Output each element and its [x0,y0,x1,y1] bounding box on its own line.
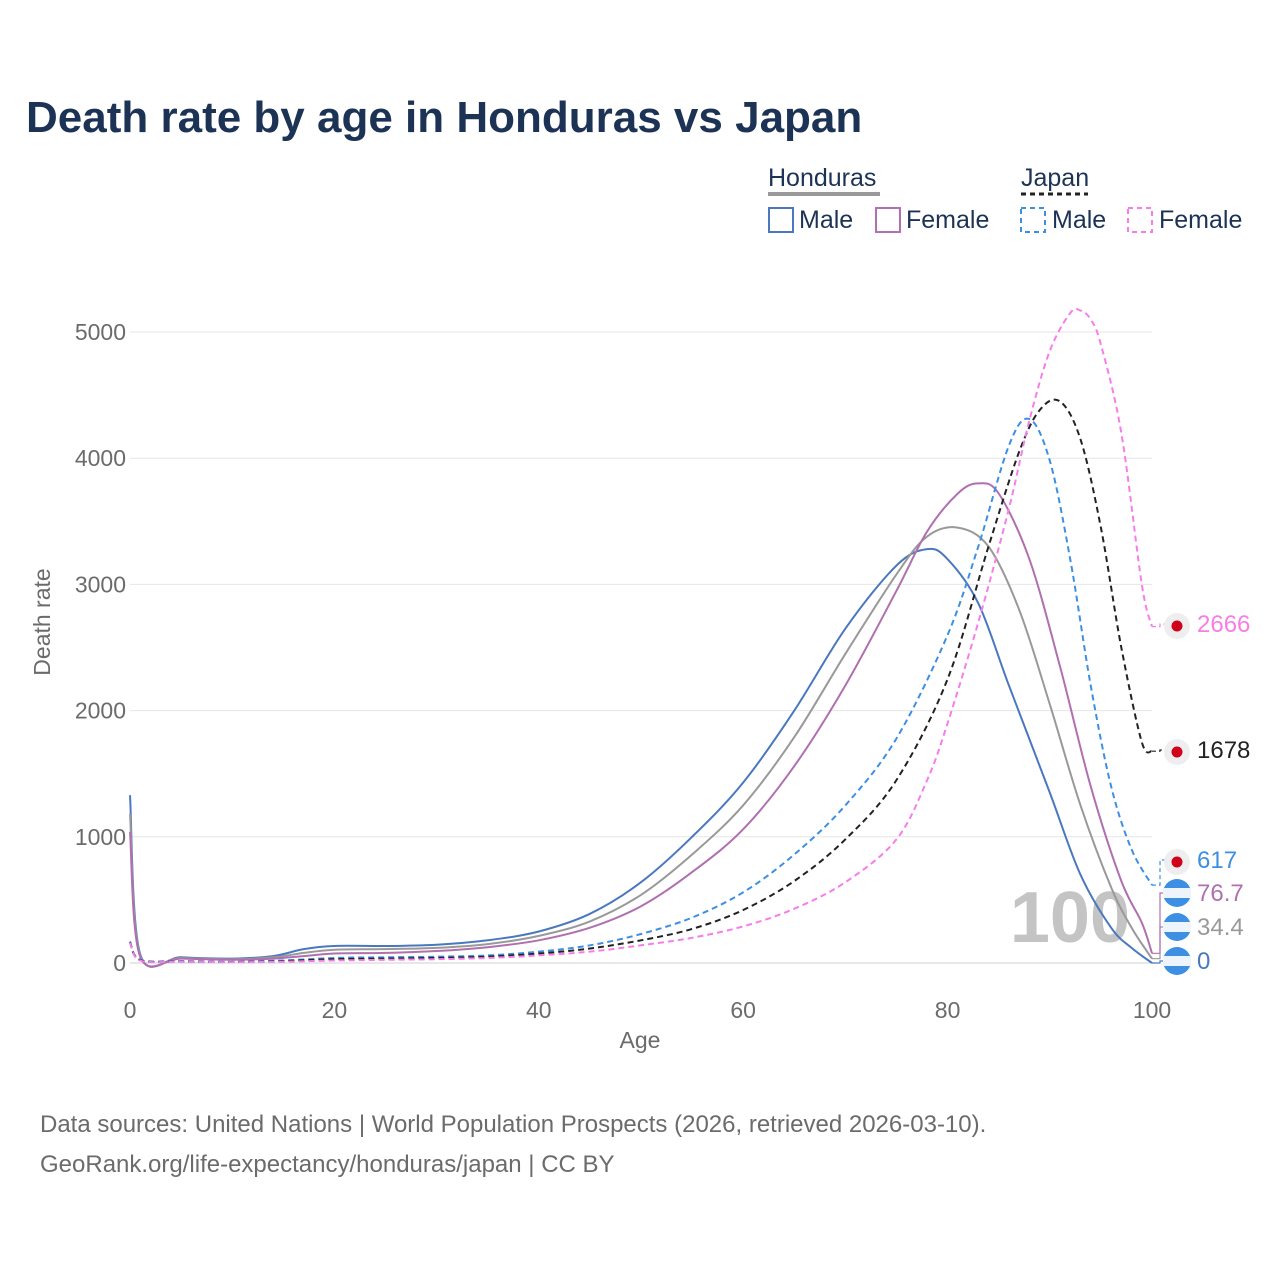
current-age-watermark: 100 [1010,878,1130,958]
chart-title: Death rate by age in Honduras vs Japan [26,93,862,142]
legend-honduras-female[interactable]: Female [906,206,989,234]
japan-flag-disc [1171,620,1183,632]
x-tick-label: 60 [730,997,756,1023]
end-labels: 0 34.4 76.7 617 1678 2666 [1152,611,1250,975]
series-line-honduras-male[interactable] [129,547,1153,968]
y-axis-label: Death rate [29,568,55,675]
legend-group-honduras[interactable]: Honduras [768,164,876,192]
y-tick-label: 0 [113,950,126,976]
end-value-label: 76.7 [1197,880,1244,907]
end-value-label: 1678 [1197,737,1250,764]
japan-flag-disc [1171,856,1183,868]
honduras-flag-band [1163,888,1191,898]
x-axis-label: Age [620,1027,661,1053]
end-connector [1152,623,1166,628]
x-tick-label: 0 [124,997,137,1023]
grid [130,331,1152,964]
x-tick-label: 100 [1133,997,1171,1023]
y-axis-ticks: 0 1000 2000 3000 4000 5000 [75,319,126,976]
legend-honduras-male-swatch [768,207,794,233]
end-connector [1152,749,1166,752]
legend-japan-female[interactable]: Female [1159,206,1242,234]
end-value-label: 34.4 [1197,914,1244,941]
legend-japan-male-swatch [1020,207,1046,233]
end-connector [1152,859,1166,886]
legend-group-japan[interactable]: Japan [1021,164,1089,192]
x-tick-label: 20 [322,997,348,1023]
x-tick-label: 40 [526,997,552,1023]
y-tick-label: 5000 [75,319,126,345]
series-group [129,307,1153,968]
y-tick-label: 1000 [75,824,126,850]
legend-honduras-male[interactable]: Male [799,206,853,234]
legend: Honduras Male Female Japan Male Female [768,164,1242,234]
japan-flag-disc [1171,746,1183,758]
series-line-honduras-female[interactable] [129,482,1153,968]
series-line-japan-female[interactable] [129,307,1153,964]
y-tick-label: 2000 [75,698,126,724]
honduras-flag-band [1163,956,1191,966]
y-tick-label: 3000 [75,571,126,597]
end-value-label: 617 [1197,847,1237,874]
legend-japan-male[interactable]: Male [1052,206,1106,234]
source-line-2[interactable]: GeoRank.org/life-expectancy/honduras/jap… [40,1151,615,1178]
x-axis-ticks: 0 20 40 60 80 100 [124,997,1172,1023]
y-tick-label: 4000 [75,445,126,471]
end-value-label: 2666 [1197,611,1250,638]
end-value-label: 0 [1197,948,1210,975]
source-line-1: Data sources: United Nations | World Pop… [40,1111,986,1138]
honduras-flag-band [1163,922,1191,932]
legend-honduras-female-swatch [875,207,901,233]
series-line-honduras-both[interactable] [129,526,1153,968]
series-line-japan-male[interactable] [129,417,1153,963]
x-tick-label: 80 [935,997,961,1023]
legend-japan-female-swatch [1127,207,1153,233]
series-line-japan-both[interactable] [129,398,1153,964]
